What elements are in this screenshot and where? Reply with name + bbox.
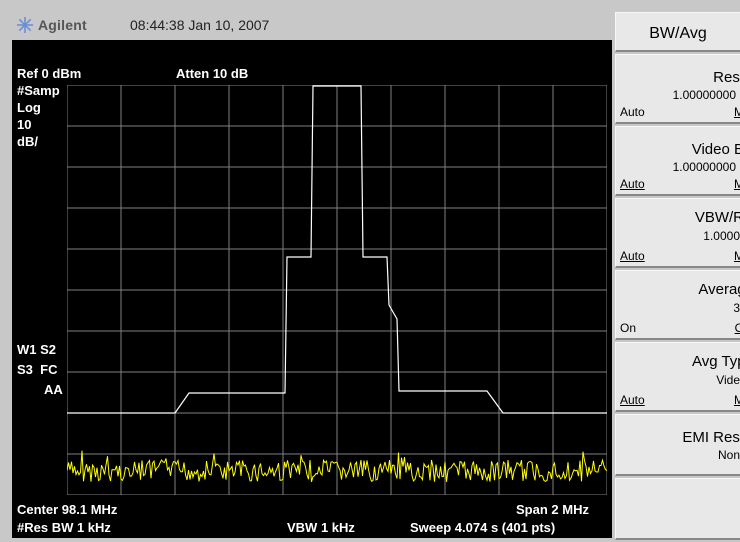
ref-level: Ref 0 dBm: [17, 66, 82, 81]
trace-status-3: AA: [44, 382, 63, 397]
avg-type-key[interactable]: Avg Type Vide Auto M: [615, 342, 740, 412]
trace-status-2: S3 FC: [17, 362, 58, 377]
scale-type: Log: [17, 100, 41, 115]
attenuation: Atten 10 dB: [176, 66, 249, 81]
average-key[interactable]: Average 3 On O: [615, 270, 740, 340]
emi-res-bw-key[interactable]: EMI Res B Non: [615, 414, 740, 476]
vbw-rbw-key[interactable]: VBW/RE 1.0000 Auto M: [615, 198, 740, 268]
graticule: [67, 85, 607, 495]
spectrum-plot: [67, 85, 607, 495]
video-bw-key[interactable]: Video BV 1.00000000 kH Auto M: [615, 126, 740, 196]
blank-key[interactable]: [615, 478, 740, 540]
softkey-panel: BW/Avg Res B 1.00000000 kH Auto M Video …: [615, 12, 740, 540]
scale-value: 10: [17, 117, 32, 132]
detector-mode: #Samp: [17, 83, 60, 98]
trace-status-1: W1 S2: [17, 342, 57, 357]
agilent-spark-icon: [17, 17, 33, 33]
resolution-bandwidth: #Res BW 1 kHz: [17, 520, 111, 535]
signal-trace: [67, 85, 607, 414]
center-frequency: Center 98.1 MHz: [17, 502, 118, 517]
status-bar: Agilent 08:44:38 Jan 10, 2007: [12, 10, 612, 40]
agilent-logo: Agilent: [16, 16, 87, 34]
noise-trace: [67, 450, 607, 483]
span: Span 2 MHz: [516, 502, 589, 517]
scale-unit: dB/: [17, 134, 38, 149]
brand-name: Agilent: [38, 17, 87, 33]
menu-title: BW/Avg: [615, 12, 740, 52]
date-time: 08:44:38 Jan 10, 2007: [130, 17, 270, 33]
sweep-time: Sweep 4.074 s (401 pts): [410, 520, 556, 535]
res-bw-key[interactable]: Res B 1.00000000 kH Auto M: [615, 54, 740, 124]
video-bandwidth: VBW 1 kHz: [287, 520, 355, 535]
